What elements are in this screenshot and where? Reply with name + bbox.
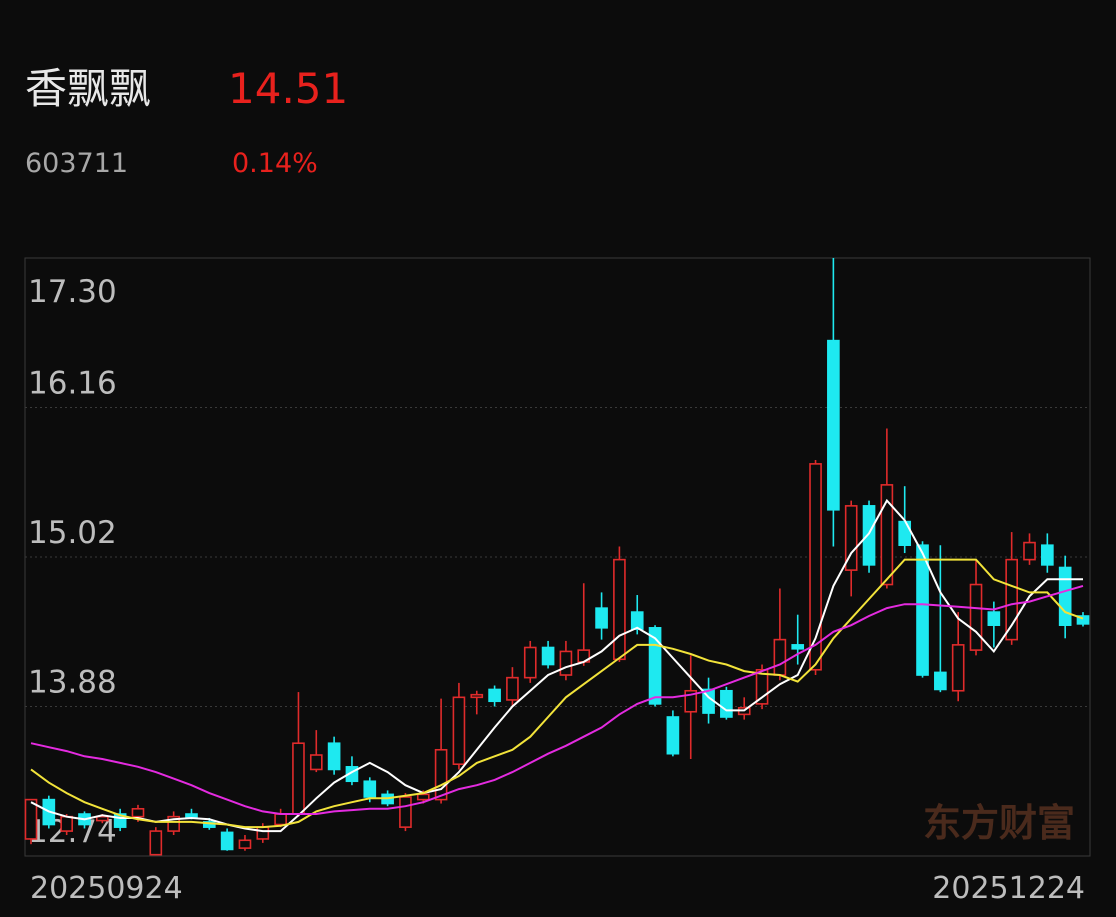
moving-average-line [30, 584, 1084, 815]
candle-body [274, 813, 287, 826]
candle-body [488, 688, 501, 703]
candle-body [916, 544, 929, 676]
candle-body [951, 644, 965, 692]
candle-body [880, 484, 894, 586]
candle-body [1005, 558, 1019, 641]
y-tick-label: 13.88 [28, 665, 117, 701]
candle-body [256, 826, 270, 840]
candle-body [720, 689, 733, 718]
candle-body [220, 831, 234, 851]
candle-body [630, 611, 644, 630]
candle-body [1058, 566, 1072, 626]
candle-body [791, 644, 805, 650]
candle-body [684, 689, 698, 713]
candle-body [844, 505, 858, 571]
stock-price: 14.51 [228, 64, 348, 113]
candle-body [167, 815, 180, 832]
candle-body [862, 505, 876, 566]
moving-average-line [30, 498, 1083, 833]
x-tick-label: 20250924 [30, 871, 183, 906]
candle-body [60, 815, 73, 832]
candle-body [898, 520, 912, 546]
x-tick-label: 20251224 [932, 871, 1085, 906]
candle-body [987, 611, 1001, 626]
candle-body [595, 607, 608, 629]
candle-body [24, 798, 38, 840]
candle-body [506, 676, 519, 701]
candle-body [773, 638, 787, 676]
candle-body [238, 839, 252, 849]
candle-body [131, 807, 145, 818]
candle-body [363, 780, 377, 798]
candle-body [309, 754, 323, 771]
moving-average-line [30, 558, 1084, 829]
price-change: 0.14% [232, 148, 318, 179]
candle-body [1041, 544, 1054, 566]
candle-body [523, 646, 537, 679]
candle-body [416, 793, 430, 801]
watermark: 东方财富 [923, 801, 1075, 845]
candle-body [1023, 541, 1036, 561]
candle-body [648, 627, 662, 705]
candle-body [185, 813, 198, 818]
candle-body [399, 796, 412, 828]
candle-body [113, 813, 127, 828]
y-tick-label: 17.30 [28, 274, 117, 310]
candle-body [613, 558, 626, 661]
y-tick-label: 15.02 [28, 515, 117, 551]
candle-body [827, 339, 840, 511]
candle-body [1076, 615, 1090, 625]
candle-body [666, 716, 680, 755]
candle-body [541, 646, 555, 666]
candle-body [755, 668, 769, 705]
candle-body [434, 748, 448, 801]
candle-body [345, 766, 359, 783]
candle-body [934, 671, 947, 691]
candle-body [292, 742, 305, 815]
candle-body [809, 463, 822, 671]
candle-body [95, 815, 109, 822]
y-tick-label: 16.16 [28, 366, 117, 402]
candle-body [470, 693, 484, 699]
candle-body [969, 583, 983, 651]
stock-name: 香飘飘 [25, 64, 151, 113]
candle-body [452, 696, 466, 766]
candle-body [327, 742, 341, 771]
stock-code: 603711 [25, 148, 128, 179]
candle-body [559, 650, 573, 676]
candle-body [149, 830, 163, 856]
